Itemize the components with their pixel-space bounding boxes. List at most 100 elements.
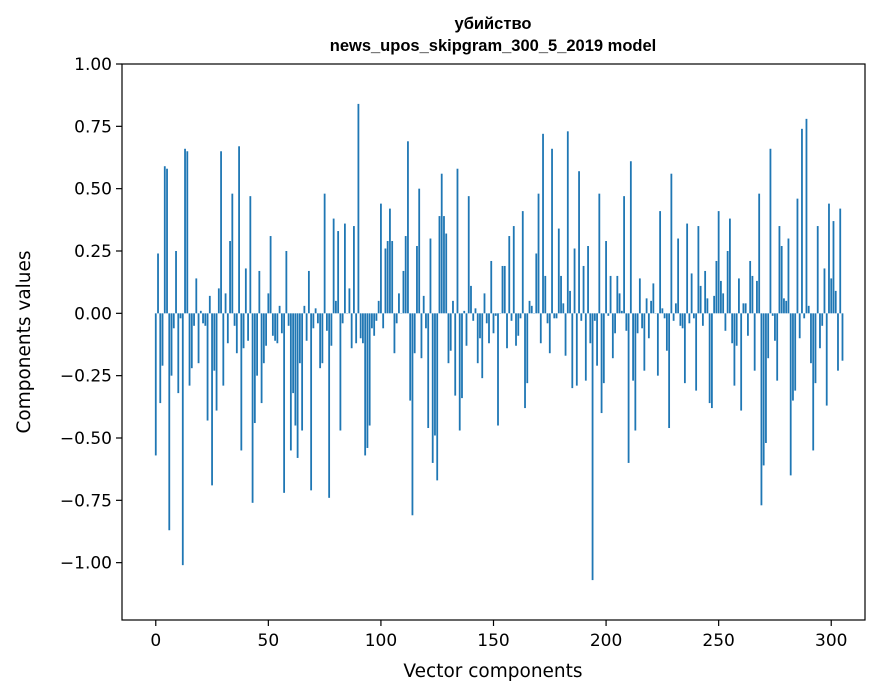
bar bbox=[458, 313, 461, 431]
bar bbox=[512, 226, 515, 314]
bar bbox=[627, 313, 630, 463]
bar bbox=[758, 193, 761, 314]
bar bbox=[233, 313, 236, 326]
bar bbox=[519, 313, 522, 319]
bar bbox=[620, 310, 623, 314]
bar bbox=[359, 313, 362, 339]
bar bbox=[461, 313, 463, 399]
bar bbox=[483, 293, 486, 314]
bar bbox=[319, 313, 322, 369]
bar bbox=[382, 313, 385, 329]
bar bbox=[555, 313, 558, 319]
bar bbox=[407, 141, 409, 314]
bar bbox=[798, 313, 801, 339]
bar bbox=[562, 303, 565, 314]
bar bbox=[492, 313, 495, 334]
bar bbox=[283, 313, 286, 493]
bar bbox=[690, 273, 693, 314]
bar bbox=[765, 313, 767, 443]
bar bbox=[393, 313, 396, 354]
bar bbox=[294, 313, 297, 426]
bar bbox=[641, 313, 644, 329]
bar bbox=[271, 313, 274, 336]
bar bbox=[204, 313, 207, 326]
bar bbox=[285, 250, 288, 314]
bar bbox=[274, 313, 277, 341]
bar bbox=[355, 313, 358, 344]
bar bbox=[794, 313, 797, 391]
bar bbox=[580, 313, 583, 321]
bar bbox=[713, 295, 716, 314]
bar bbox=[276, 313, 279, 344]
bar bbox=[744, 303, 747, 314]
bar bbox=[154, 313, 157, 456]
bar bbox=[553, 313, 556, 319]
bar bbox=[413, 313, 416, 354]
bar bbox=[249, 196, 252, 314]
bar bbox=[508, 236, 511, 314]
bar bbox=[778, 226, 781, 314]
bar bbox=[364, 313, 367, 456]
bar bbox=[560, 275, 562, 314]
bar bbox=[463, 310, 466, 314]
bar bbox=[814, 313, 817, 384]
bar bbox=[188, 313, 191, 386]
bar bbox=[479, 313, 481, 339]
bar bbox=[371, 313, 373, 329]
bar bbox=[488, 313, 490, 344]
bar bbox=[292, 313, 295, 394]
bar bbox=[733, 313, 736, 386]
bar bbox=[573, 248, 576, 314]
y-tick-label: 0.75 bbox=[74, 117, 112, 137]
bar bbox=[429, 238, 432, 314]
bar bbox=[665, 313, 668, 351]
bar bbox=[670, 173, 673, 314]
bar bbox=[634, 313, 637, 431]
bar bbox=[427, 313, 430, 429]
bar bbox=[402, 270, 405, 314]
bar bbox=[452, 300, 454, 314]
bar bbox=[510, 313, 513, 321]
bar bbox=[476, 313, 479, 364]
bar bbox=[679, 313, 682, 326]
bar bbox=[357, 103, 360, 314]
bar bbox=[373, 313, 376, 336]
bar bbox=[490, 260, 493, 314]
bar bbox=[470, 285, 472, 314]
bar bbox=[825, 313, 828, 406]
bar bbox=[683, 313, 686, 384]
bar bbox=[557, 228, 560, 314]
bar bbox=[339, 313, 342, 431]
chart-title: убийство bbox=[455, 15, 532, 33]
bar bbox=[647, 313, 650, 339]
bar bbox=[206, 313, 209, 421]
bar bbox=[816, 226, 819, 314]
bar bbox=[591, 313, 594, 581]
bar bbox=[796, 198, 799, 314]
bar bbox=[404, 236, 407, 314]
bar bbox=[614, 313, 616, 334]
bar bbox=[229, 241, 231, 314]
bar bbox=[837, 313, 839, 371]
bar bbox=[609, 275, 612, 314]
bar bbox=[632, 313, 634, 381]
bar bbox=[729, 218, 731, 314]
bar bbox=[616, 275, 619, 314]
bar bbox=[242, 313, 245, 349]
bar bbox=[747, 313, 749, 336]
bar bbox=[623, 196, 625, 314]
bar bbox=[353, 226, 355, 314]
bar bbox=[769, 148, 772, 314]
bar bbox=[726, 250, 729, 314]
bar bbox=[215, 313, 218, 411]
bar bbox=[497, 313, 499, 426]
bar bbox=[159, 313, 162, 404]
y-tick-label: 0.00 bbox=[74, 304, 112, 324]
bar bbox=[672, 313, 675, 321]
bar bbox=[767, 313, 770, 359]
bar bbox=[296, 313, 299, 458]
bar bbox=[195, 278, 198, 314]
bar bbox=[256, 313, 258, 376]
bar bbox=[661, 308, 664, 314]
